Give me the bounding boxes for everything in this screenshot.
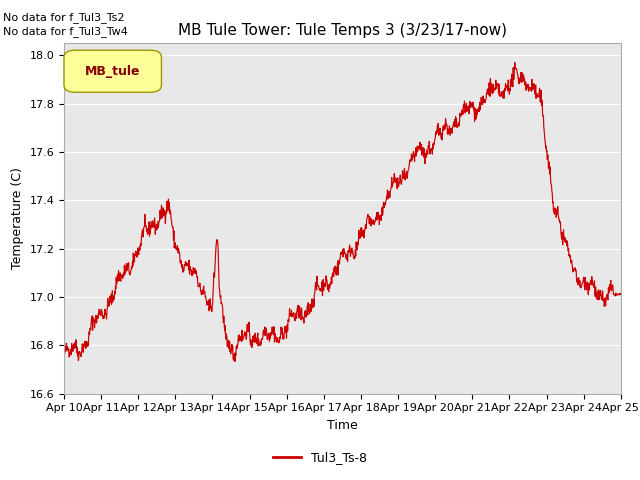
- Legend: Tul3_Ts-8: Tul3_Ts-8: [268, 446, 372, 469]
- Text: MB_tule: MB_tule: [85, 65, 140, 78]
- X-axis label: Time: Time: [327, 419, 358, 432]
- FancyBboxPatch shape: [64, 50, 161, 92]
- Text: No data for f_Tul3_Tw4: No data for f_Tul3_Tw4: [3, 26, 128, 37]
- Title: MB Tule Tower: Tule Temps 3 (3/23/17-now): MB Tule Tower: Tule Temps 3 (3/23/17-now…: [178, 23, 507, 38]
- Text: No data for f_Tul3_Ts2: No data for f_Tul3_Ts2: [3, 12, 125, 23]
- Y-axis label: Temperature (C): Temperature (C): [11, 168, 24, 269]
